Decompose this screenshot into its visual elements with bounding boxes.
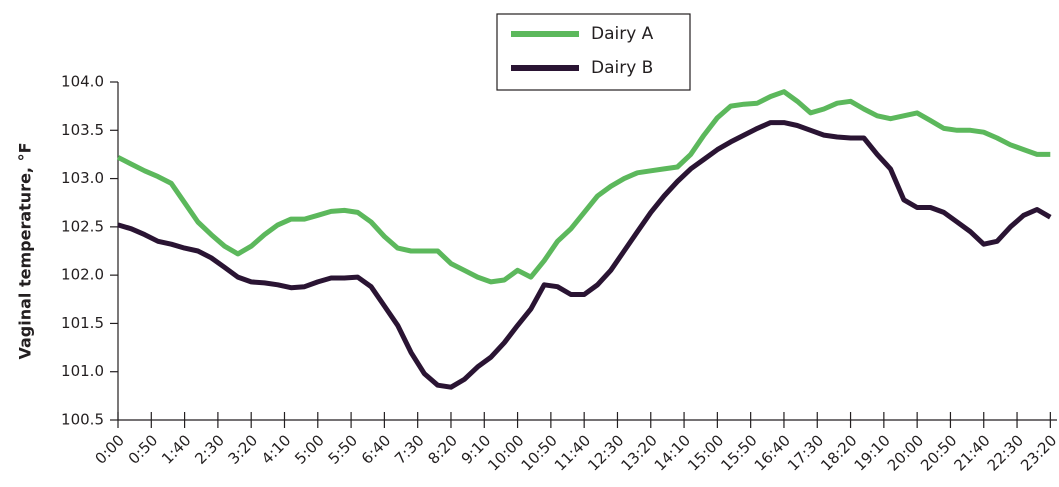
x-tick-label: 5:00 [291,431,328,468]
x-tick-label: 8:20 [424,431,461,468]
x-tick-label: 22:30 [984,431,1027,474]
legend-box [496,13,691,91]
y-tick-label: 101.0 [61,362,104,380]
x-tick-label: 10:50 [518,431,561,474]
x-tick-label: 6:40 [358,431,395,468]
x-tick-label: 3:20 [225,431,262,468]
x-tick-label: 1:40 [158,431,195,468]
x-tick-label: 17:30 [784,431,827,474]
x-tick-label: 20:50 [917,431,960,474]
legend-label: Dairy B [591,58,653,78]
y-tick-label: 102.5 [61,217,104,235]
y-tick-label: 100.5 [61,411,104,429]
x-tick-label: 5:50 [325,431,362,468]
x-tick-label: 21:40 [950,431,993,474]
x-tick-label: 2:30 [191,431,228,468]
x-tick-label: 0:00 [91,431,128,468]
x-tick-label: 11:40 [551,431,594,474]
x-tick-label: 7:30 [391,431,428,468]
x-tick-label: 15:50 [717,431,760,474]
x-tick-label: 14:10 [651,431,694,474]
data-line [117,120,1052,390]
y-tick-label: 103.0 [61,169,104,187]
x-tick-label: 16:40 [751,431,794,474]
x-tick-label: 18:20 [817,431,860,474]
legend-label: Dairy A [591,24,654,44]
x-tick-label: 13:20 [617,431,660,474]
y-tick-label: 101.5 [61,314,104,332]
y-tick-label: 102.0 [61,266,104,284]
x-tick-label: 23:20 [1017,431,1059,474]
x-tick-label: 0:50 [125,431,162,468]
data-line [116,89,1051,285]
x-tick-label: 12:30 [584,431,627,474]
x-tick-label: 10:00 [484,431,527,474]
x-tick-label: 19:10 [851,431,894,474]
x-tick-label: 15:00 [684,431,727,474]
y-tick-label: 103.5 [61,121,104,139]
x-tick-label: 4:10 [258,431,295,468]
y-axis-label: Vaginal temperature, °F [16,142,35,359]
y-tick-label: 104.0 [61,73,104,91]
x-tick-label: 20:00 [884,431,927,474]
